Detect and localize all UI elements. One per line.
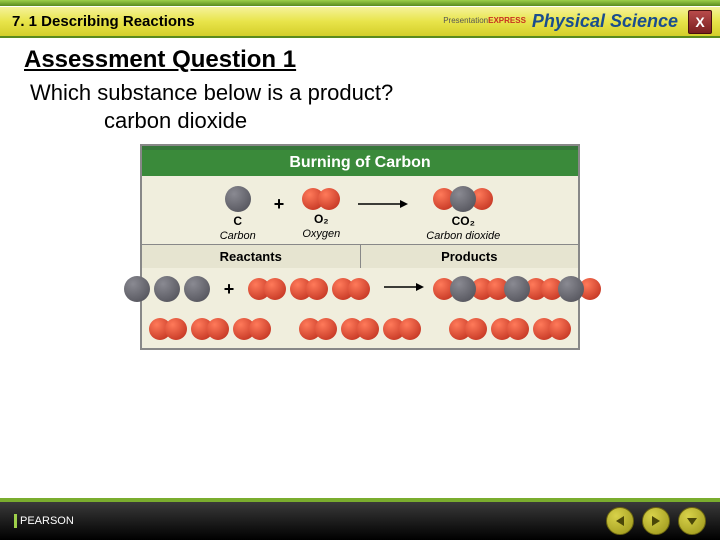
prev-button[interactable] bbox=[606, 507, 634, 535]
triangle-down-icon bbox=[686, 515, 698, 527]
diagram-wrap: Burning of Carbon C Carbon + O₂ Oxygen bbox=[24, 144, 696, 350]
reaction-arrow-icon-2 bbox=[384, 280, 424, 298]
carbon-group bbox=[124, 276, 210, 302]
brand-area: PresentationEXPRESS Physical Science X bbox=[443, 10, 712, 34]
question-text: Which substance below is a product? bbox=[24, 80, 696, 106]
carbon-name: Carbon bbox=[220, 230, 256, 242]
reaction-arrow-icon bbox=[358, 198, 408, 230]
subject-label: Physical Science bbox=[532, 11, 678, 32]
section-title: 7. 1 Describing Reactions bbox=[12, 13, 195, 30]
molecule-row-3 bbox=[142, 310, 578, 348]
o2-group-mid bbox=[299, 318, 421, 340]
o2-group-right bbox=[449, 318, 571, 340]
brand-em: EXPRESS bbox=[488, 16, 526, 25]
reactants-label: Reactants bbox=[142, 244, 361, 268]
co2-symbol: CO₂ bbox=[452, 214, 475, 228]
brand-small: Presentation bbox=[443, 16, 488, 25]
o2-icon bbox=[302, 188, 340, 210]
co2-icon bbox=[438, 186, 488, 212]
products-label: Products bbox=[361, 244, 579, 268]
footer-bar: PEARSON bbox=[0, 498, 720, 540]
carbon-molecule: C Carbon bbox=[220, 186, 256, 242]
answer-text: carbon dioxide bbox=[24, 108, 696, 134]
molecule-row-2: + bbox=[142, 268, 578, 310]
nav-buttons bbox=[606, 507, 706, 535]
next-button[interactable] bbox=[642, 507, 670, 535]
co2-group bbox=[438, 276, 596, 302]
plus-sign-2: + bbox=[224, 279, 235, 300]
slide: 7. 1 Describing Reactions PresentationEX… bbox=[0, 0, 720, 540]
close-button[interactable]: X bbox=[688, 10, 712, 34]
equation-row: C Carbon + O₂ Oxygen CO₂ bbox=[142, 176, 578, 244]
o2-group-left bbox=[149, 318, 271, 340]
publisher-logo: PEARSON bbox=[14, 514, 74, 528]
co2-molecule: CO₂ Carbon dioxide bbox=[426, 186, 500, 242]
plus-sign: + bbox=[274, 194, 285, 235]
diagram-title: Burning of Carbon bbox=[142, 150, 578, 176]
carbon-symbol: C bbox=[233, 214, 242, 228]
header-bar: 7. 1 Describing Reactions PresentationEX… bbox=[0, 6, 720, 38]
diagram: Burning of Carbon C Carbon + O₂ Oxygen bbox=[140, 144, 580, 350]
carbon-atom-icon bbox=[225, 186, 251, 212]
oxygen-symbol: O₂ bbox=[314, 212, 329, 226]
triangle-right-icon bbox=[650, 515, 662, 527]
co2-name: Carbon dioxide bbox=[426, 230, 500, 242]
brand-logo: PresentationEXPRESS bbox=[443, 18, 526, 25]
oxygen-molecule: O₂ Oxygen bbox=[302, 188, 340, 240]
triangle-left-icon bbox=[614, 515, 626, 527]
publisher-name: PEARSON bbox=[20, 515, 74, 527]
reactants-products-bar: Reactants Products bbox=[142, 244, 578, 268]
oxygen-group bbox=[248, 278, 370, 300]
jump-button[interactable] bbox=[678, 507, 706, 535]
publisher-accent-icon bbox=[14, 514, 17, 528]
assessment-title: Assessment Question 1 bbox=[24, 46, 696, 74]
content-area: Assessment Question 1 Which substance be… bbox=[0, 38, 720, 358]
oxygen-name: Oxygen bbox=[302, 228, 340, 240]
